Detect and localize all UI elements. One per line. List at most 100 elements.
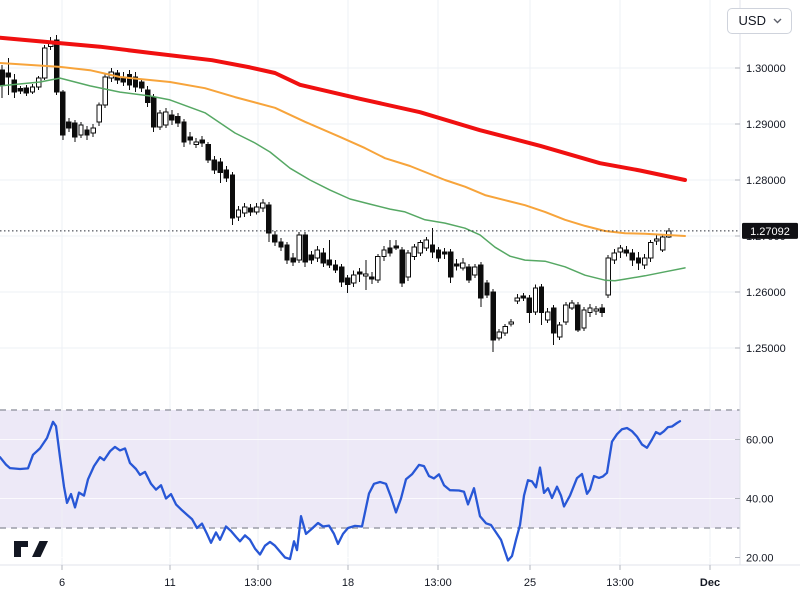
candle-body: [344, 277, 351, 286]
chevron-down-icon: [773, 18, 782, 23]
candle-body: [363, 273, 369, 277]
candle-body: [544, 311, 551, 321]
price-axis-label: 1.30000: [746, 63, 786, 75]
candle-body: [23, 87, 30, 94]
candle-body: [235, 209, 242, 218]
candle-body: [332, 264, 339, 271]
candle-body: [151, 96, 157, 128]
candle-body: [278, 241, 284, 248]
candle-body: [66, 121, 72, 129]
candle-body: [617, 247, 624, 253]
candle-body: [502, 326, 508, 334]
price-axis-background[interactable]: [740, 0, 800, 600]
price-axis-label: 1.25000: [746, 343, 786, 355]
candle-body: [326, 259, 333, 266]
tradingview-logo[interactable]: [13, 538, 49, 560]
candle-body: [514, 297, 520, 302]
candle-body: [169, 114, 175, 121]
candle-body: [605, 257, 611, 296]
time-axis-label: 18: [342, 577, 354, 589]
candle-body: [223, 169, 230, 179]
candle-body: [454, 263, 460, 267]
candle-body: [126, 74, 133, 86]
price-axis-label: 1.26000: [746, 287, 786, 299]
candle-body: [11, 79, 18, 93]
candle-body: [260, 202, 266, 209]
candle-body: [575, 304, 581, 331]
candle-body: [41, 47, 48, 79]
candle-body: [405, 252, 411, 278]
candle-body: [411, 246, 417, 258]
candle-body: [653, 238, 660, 242]
ma-mid-orange-line: [0, 62, 686, 237]
candle-body: [284, 244, 290, 261]
candle-body: [587, 307, 593, 314]
ma-fast-green-line: [0, 77, 686, 282]
candle-body: [569, 302, 575, 309]
candle-body: [399, 249, 405, 284]
rsi-axis-label: 60.00: [746, 435, 774, 447]
candle-body: [429, 244, 436, 253]
time-axis-label: 11: [164, 577, 175, 589]
candle-body: [199, 139, 205, 144]
candle-body: [647, 242, 654, 259]
candle-body: [526, 297, 533, 314]
candle-body: [254, 206, 260, 213]
candle-body: [484, 282, 490, 296]
candle-body: [229, 174, 236, 219]
candle-body: [84, 129, 90, 136]
time-axis-label: 13:00: [424, 577, 452, 589]
time-axis-label: 6: [59, 577, 65, 589]
candle-body: [496, 331, 502, 339]
candle-body: [338, 266, 345, 283]
candle-body: [29, 86, 36, 93]
candle-body: [350, 274, 357, 284]
candle-body: [629, 252, 636, 261]
candle-body: [557, 324, 563, 338]
candle-body: [387, 247, 393, 254]
candle-body: [78, 124, 84, 136]
candle-body: [623, 249, 630, 254]
candle-body: [205, 144, 211, 161]
candle-body: [72, 122, 78, 138]
ma-slow-red-line: [0, 35, 687, 182]
candle-body: [296, 234, 302, 261]
candle-body: [460, 262, 466, 269]
time-axis-background[interactable]: [0, 565, 800, 600]
candle-body: [187, 136, 193, 141]
candle-body: [308, 254, 314, 261]
candle-body: [441, 251, 448, 255]
current-price-tag: [742, 222, 798, 239]
candle-body: [478, 264, 484, 299]
candle-body: [550, 307, 557, 334]
candle-body: [175, 116, 181, 124]
candle-body: [17, 88, 24, 92]
price-axis-label: 1.28000: [746, 175, 786, 187]
candle-body: [290, 257, 296, 263]
candle-body: [520, 295, 527, 299]
candle-body: [538, 286, 545, 314]
candle-body: [563, 304, 569, 323]
candle-body: [381, 249, 387, 258]
candle-body: [157, 112, 163, 128]
candle-body: [163, 111, 169, 126]
current-price-tag-text: 1.27092: [750, 226, 790, 238]
candle-body: [181, 121, 187, 143]
candle-body: [96, 104, 102, 123]
candle-body: [599, 307, 605, 314]
candle-body: [581, 309, 587, 329]
currency-label: USD: [738, 13, 766, 28]
candle-body: [241, 206, 248, 214]
symbol-currency-button[interactable]: USD: [726, 8, 792, 34]
candle-body: [375, 256, 381, 281]
candle-body: [60, 91, 66, 136]
candle-body: [211, 159, 218, 171]
candle-body: [357, 271, 363, 275]
candle-body: [369, 276, 375, 280]
time-axis-label: Dec: [700, 577, 720, 589]
candle-body: [90, 127, 96, 134]
candle-body: [435, 249, 442, 259]
candle-body: [447, 251, 454, 278]
